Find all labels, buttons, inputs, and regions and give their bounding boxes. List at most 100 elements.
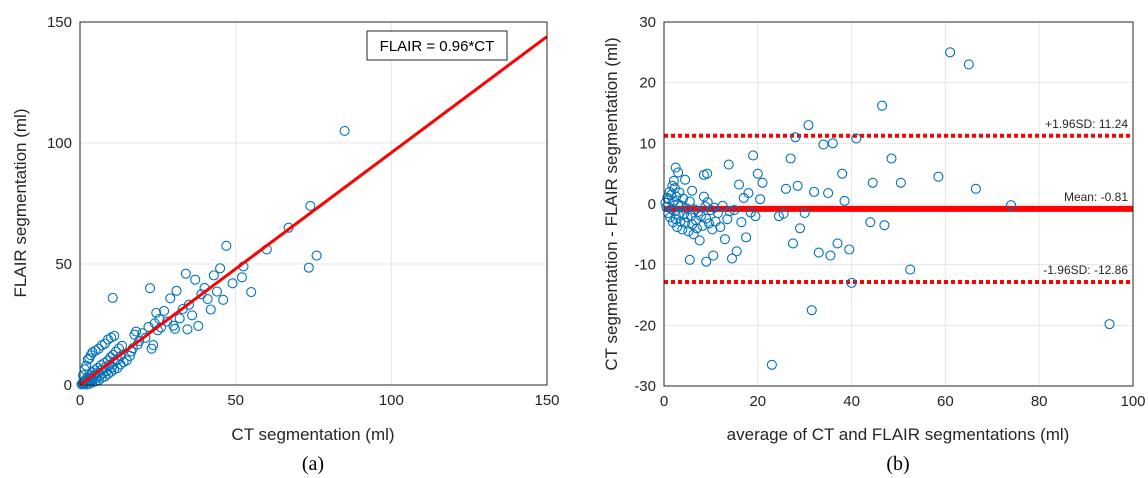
panel-b-x-axis-label: average of CT and FLAIR segmentations (m… <box>727 425 1070 444</box>
panel-a-data-point <box>143 321 154 332</box>
panel-a-data-point <box>246 287 257 298</box>
panel-a-data-point <box>205 304 216 315</box>
panel-a-y-tick-label: 50 <box>55 256 72 273</box>
panel-b-data-point <box>680 174 691 185</box>
panel-b-data-points <box>660 47 1115 370</box>
panel-b-data-point <box>837 168 848 179</box>
panel-b-x-tick-label: 100 <box>1120 393 1145 410</box>
panel-a-data-point <box>151 307 162 318</box>
panel-b-data-point <box>715 222 726 233</box>
panel-a-legend-box <box>366 30 508 61</box>
panel-a-y-axis-label: FLAIR segmentation (ml) <box>11 109 30 298</box>
panel-a: 0 50 100 150 0 50 100 150 FLAIR = 0.96*CT CT se… <box>11 14 560 475</box>
panel-b-data-point <box>694 235 705 246</box>
panel-b-data-point <box>731 246 742 257</box>
panel-a-data-point <box>90 345 101 356</box>
panel-b-x-tick-label: 60 <box>937 393 954 410</box>
panel-a-plot-frame <box>79 21 548 386</box>
panel-b-data-point <box>723 159 734 170</box>
panel-b-data-point <box>743 188 754 199</box>
panel-a-legend: FLAIR = 0.96*CT <box>366 30 508 61</box>
panel-a-data-point <box>81 360 92 371</box>
panel-a-data-point <box>218 294 229 305</box>
panel-b-data-point <box>877 100 888 111</box>
panel-b-data-point <box>719 234 731 245</box>
panel-b-data-point <box>846 277 857 288</box>
panel-b-data-point <box>729 205 740 216</box>
panel-b-y-tick-label: -10 <box>634 257 656 274</box>
panel-a-data-point <box>215 263 226 274</box>
panel-a-data-point <box>221 240 232 251</box>
panel-b-data-point <box>865 217 876 228</box>
panel-a-data-point <box>130 326 142 337</box>
panel-b-data-point <box>1104 319 1115 330</box>
panel-a-data-point <box>171 285 182 296</box>
panel-b-x-tick-label: 40 <box>843 393 860 410</box>
panel-b-data-point <box>703 218 715 229</box>
panel-b-data-point <box>668 175 679 186</box>
panel-a-data-point <box>109 330 120 341</box>
panel-b-data-point <box>844 244 855 255</box>
panel-a-y-tick-label: 100 <box>47 135 72 152</box>
panel-b-data-point <box>674 187 685 198</box>
panel-b-data-point <box>698 191 709 202</box>
panel-b-label: (b) <box>886 453 909 475</box>
panel-b-data-point <box>832 238 843 249</box>
panel-b-data-point <box>755 194 766 205</box>
panel-b-data-point <box>696 211 707 222</box>
panel-b-data-point <box>666 203 677 214</box>
panel-b-data-point <box>741 232 752 243</box>
panel-a-label: (a) <box>302 453 324 475</box>
panel-a-data-point <box>113 343 124 354</box>
panel-b-data-point <box>733 179 745 190</box>
panel-b-y-tick-label: 30 <box>639 14 656 31</box>
panel-a-data-point <box>180 268 191 279</box>
upper-limit-label: +1.96SD: 11.24 <box>1045 117 1128 131</box>
panel-b-data-point <box>717 200 728 211</box>
panel-b-data-point <box>886 153 897 164</box>
panel-a-tick-labels: 0 50 100 150 0 50 100 150 <box>47 14 560 409</box>
panel-a-data-point <box>183 299 195 310</box>
panel-a-y-tick-label: 150 <box>47 14 72 31</box>
panel-a-data-point <box>93 343 104 354</box>
panel-b-data-point <box>787 238 799 249</box>
panel-b-data-point <box>684 254 695 265</box>
panel-b-data-point <box>726 253 738 264</box>
panel-a-data-point <box>169 323 181 334</box>
panel-a-data-point <box>190 274 201 285</box>
panel-a-data-point <box>236 272 247 283</box>
panel-b-data-point <box>748 150 759 161</box>
panel-a-data-point <box>227 278 238 289</box>
panel-a-data-point <box>107 292 118 303</box>
panel-b-data-point <box>803 120 814 131</box>
panel-a-data-point <box>211 286 223 297</box>
panel-a-legend-label: FLAIR = 0.96*CT <box>380 38 495 55</box>
panel-b-data-point <box>970 183 981 194</box>
panel-b-data-point <box>667 180 678 191</box>
panel-b-data-point <box>712 208 723 219</box>
panel-b-y-tick-label: 10 <box>639 135 656 152</box>
panel-a-data-point <box>102 369 114 380</box>
panel-b-y-axis-label: CT segmentation - FLAIR segmentation (ml… <box>602 37 621 370</box>
panel-b-data-point <box>825 250 836 261</box>
panel-b-x-tick-label: 0 <box>660 393 668 410</box>
panel-a-x-tick-label: 100 <box>379 392 404 409</box>
panel-b-data-point <box>933 171 944 182</box>
panel-a-x-tick-label: 150 <box>534 392 559 409</box>
panel-b-data-point <box>785 153 796 164</box>
panel-a-data-point <box>78 370 89 381</box>
panel-a-data-point <box>148 340 159 351</box>
panel-a-data-point <box>187 310 198 321</box>
panel-b-data-point <box>867 177 878 188</box>
panel-a-data-point <box>112 363 123 374</box>
panel-b: 0 20 40 60 80 100 -30 -20 -10 0 10 20 30 +1.96SD: 11… <box>602 14 1146 475</box>
panel-a-data-point <box>202 294 213 305</box>
panel-a-data-point <box>339 125 350 136</box>
panel-b-data-point <box>660 197 671 208</box>
panel-b-data-point <box>839 195 850 207</box>
panel-b-tick-labels: 0 20 40 60 80 100 -30 -20 -10 0 10 20 30 <box>634 14 1145 410</box>
panel-b-data-point <box>701 213 712 224</box>
panel-b-data-point <box>905 264 916 275</box>
panel-b-data-point <box>851 133 862 144</box>
